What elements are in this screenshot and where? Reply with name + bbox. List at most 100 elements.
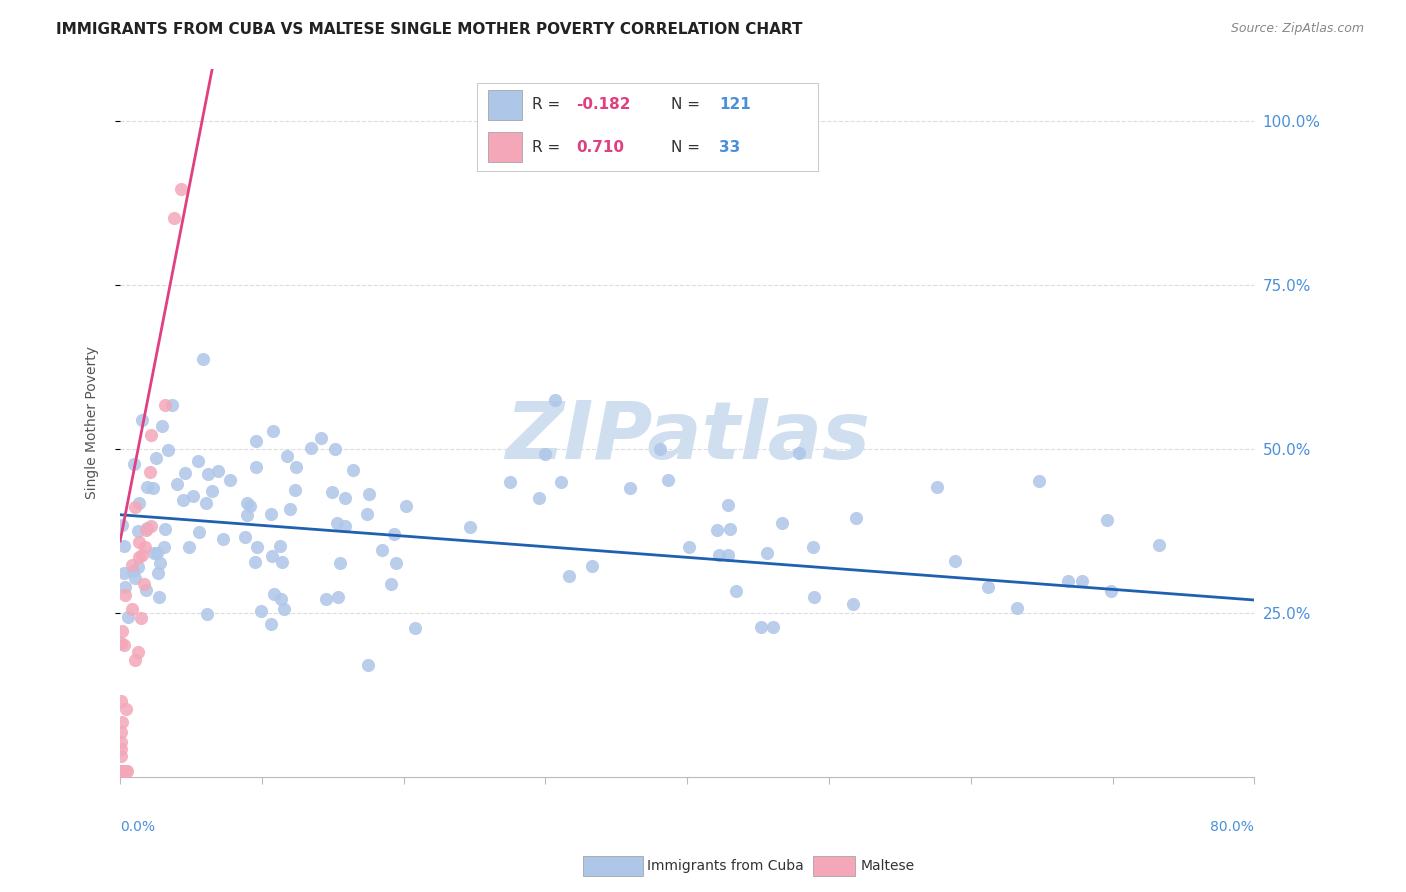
Point xyxy=(157,443,180,458)
Point xyxy=(321,485,343,500)
Point xyxy=(145,450,167,465)
Point xyxy=(717,498,740,512)
Point xyxy=(136,480,159,494)
Point xyxy=(273,602,295,616)
Point xyxy=(315,592,337,607)
Point xyxy=(276,449,298,463)
Point xyxy=(270,592,292,607)
Point xyxy=(134,541,156,555)
Point xyxy=(787,446,810,460)
Point xyxy=(212,532,235,546)
Point xyxy=(246,541,269,555)
Point xyxy=(263,587,285,601)
Point xyxy=(150,419,173,434)
Point xyxy=(122,564,145,578)
Point xyxy=(110,735,132,749)
Point xyxy=(139,519,162,533)
Point xyxy=(250,604,273,618)
Point xyxy=(112,638,135,652)
Point xyxy=(163,211,186,226)
Point xyxy=(110,636,132,650)
Point xyxy=(1056,574,1078,588)
Text: ZIPatlas: ZIPatlas xyxy=(505,398,870,476)
Point xyxy=(707,548,730,562)
Point xyxy=(245,434,267,449)
Point xyxy=(201,483,224,498)
Point xyxy=(114,580,136,594)
Point xyxy=(1147,538,1170,552)
Point xyxy=(115,701,138,715)
Point xyxy=(131,412,153,426)
Point xyxy=(718,522,741,536)
Point xyxy=(842,597,865,611)
Point xyxy=(845,511,868,525)
Text: 80.0%: 80.0% xyxy=(1211,820,1254,834)
Point xyxy=(380,577,402,591)
Point xyxy=(127,524,149,539)
Point xyxy=(326,590,349,604)
Point xyxy=(110,725,132,739)
Point xyxy=(278,502,301,516)
Point xyxy=(619,481,641,495)
Point xyxy=(111,715,134,730)
Point xyxy=(135,521,157,535)
Y-axis label: Single Mother Poverty: Single Mother Poverty xyxy=(86,346,100,500)
Point xyxy=(129,611,152,625)
Point xyxy=(195,607,218,621)
Point xyxy=(404,621,426,635)
Point xyxy=(110,742,132,756)
Point xyxy=(657,473,679,487)
Point xyxy=(977,580,1000,594)
Point xyxy=(270,555,292,569)
Point xyxy=(384,556,406,570)
Point xyxy=(359,487,381,501)
Point xyxy=(534,447,557,461)
Point xyxy=(725,583,748,598)
Point xyxy=(762,620,785,634)
Point xyxy=(124,653,146,667)
Point xyxy=(925,480,948,494)
Point xyxy=(181,489,204,503)
Point xyxy=(717,548,740,562)
Point xyxy=(756,546,779,560)
Point xyxy=(1005,601,1028,615)
Point xyxy=(236,495,259,509)
Point xyxy=(333,491,356,506)
Point xyxy=(243,555,266,569)
Point xyxy=(544,392,567,407)
Point xyxy=(153,398,176,412)
Point xyxy=(110,694,132,708)
Point xyxy=(260,549,283,563)
Point xyxy=(122,458,145,472)
Point xyxy=(148,591,170,605)
Point xyxy=(197,467,219,482)
Point xyxy=(127,560,149,574)
Point xyxy=(111,764,134,778)
Point xyxy=(153,541,176,555)
Point xyxy=(117,610,139,624)
Point xyxy=(458,520,481,534)
Point xyxy=(110,624,132,639)
Point xyxy=(187,525,209,540)
Point xyxy=(148,556,170,570)
Point xyxy=(1028,475,1050,489)
Point xyxy=(527,491,550,505)
Point xyxy=(114,764,136,778)
Point xyxy=(395,500,418,514)
Point xyxy=(323,442,346,457)
Point xyxy=(128,534,150,549)
Point xyxy=(284,460,307,475)
Text: IMMIGRANTS FROM CUBA VS MALTESE SINGLE MOTHER POVERTY CORRELATION CHART: IMMIGRANTS FROM CUBA VS MALTESE SINGLE M… xyxy=(56,22,803,37)
Point xyxy=(262,424,284,438)
Text: 0.0%: 0.0% xyxy=(120,820,155,834)
Point xyxy=(177,540,200,554)
Point xyxy=(706,523,728,537)
Point xyxy=(1099,584,1122,599)
Text: Source: ZipAtlas.com: Source: ZipAtlas.com xyxy=(1230,22,1364,36)
Point xyxy=(141,428,163,442)
Point xyxy=(329,556,352,570)
Point xyxy=(219,474,242,488)
Point xyxy=(166,476,188,491)
Point xyxy=(678,540,700,554)
Point xyxy=(110,518,132,533)
